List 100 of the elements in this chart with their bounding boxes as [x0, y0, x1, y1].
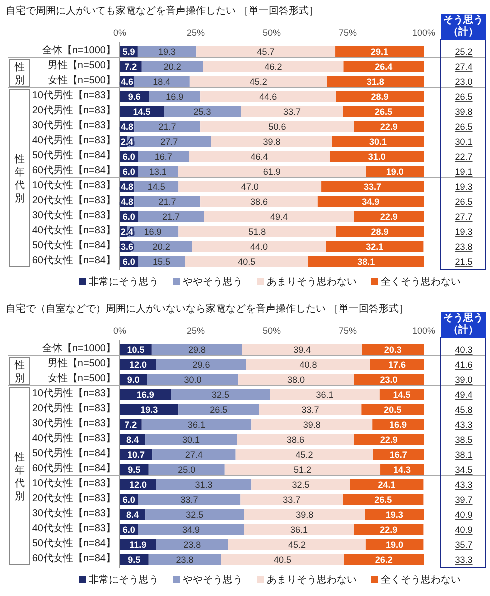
data-label: 20.2 [152, 242, 170, 252]
data-label: 10.7 [128, 450, 146, 460]
y-tick-label: 女性【n=500】 [48, 372, 116, 384]
text: 45.8 [455, 405, 473, 415]
legend-label: ややそう思う [183, 277, 243, 288]
data-label: 61.9 [263, 167, 281, 177]
bar [156, 539, 229, 550]
text: 38.5 [455, 435, 473, 445]
data-label: 27.7 [160, 137, 178, 147]
legend-label: あまりそう思わない [267, 575, 357, 586]
y-tick-label: 60代女性【n=84】 [32, 254, 116, 266]
bar [149, 91, 201, 102]
bar [178, 166, 366, 177]
bar [366, 166, 424, 177]
data-label: 22.9 [380, 212, 398, 222]
y-tick-label: 50代女性【n=84】 [32, 538, 116, 550]
data-label: 44.6 [260, 92, 278, 102]
legend-label: あまりそう思わない [267, 277, 357, 288]
y-tick-label: 10代男性【n=83】 [32, 90, 116, 102]
data-label: 39.8 [263, 137, 281, 147]
text: 19.3 [455, 182, 473, 192]
data-label: 32.5 [292, 480, 310, 490]
chart-title: 自宅で（自室などで）周囲に人がいないなら家電などを音声操作したい ［単一回答形式］ [6, 303, 409, 315]
data-label: 51.2 [294, 465, 312, 475]
bar [164, 106, 241, 117]
bar [138, 494, 241, 505]
x-tick-label: 75% [338, 28, 358, 38]
bar [138, 166, 178, 177]
y-tick-label: 男性【n=500】 [48, 358, 116, 370]
data-label: 19.0 [386, 167, 404, 177]
x-tick-label: 0% [113, 28, 127, 38]
text: 性別 [14, 62, 25, 86]
data-label: 14.5 [148, 182, 166, 192]
data-label: 8.4 [126, 510, 140, 520]
data-label: 19.3 [140, 405, 158, 415]
bar [242, 344, 362, 355]
data-label: 45.2 [250, 77, 268, 87]
bar [237, 434, 354, 445]
text: 22.7 [455, 152, 473, 162]
data-label: 27.4 [185, 450, 203, 460]
data-label: 30.0 [184, 375, 202, 385]
data-label: 31.0 [368, 152, 386, 162]
data-label: 9.6 [128, 92, 141, 102]
data-label: 28.9 [371, 227, 389, 237]
y-tick-label: 60代男性【n=84】 [32, 164, 116, 176]
bar [373, 449, 424, 460]
data-label: 22.9 [380, 122, 398, 132]
text: 39.7 [455, 495, 473, 505]
data-label: 21.7 [158, 122, 176, 132]
bar [354, 434, 424, 445]
bar [134, 121, 201, 132]
data-label: 9.0 [127, 375, 140, 385]
text: 27.7 [455, 212, 473, 222]
bar [192, 241, 326, 252]
bar [189, 151, 330, 162]
data-label: 46.4 [250, 152, 268, 162]
bar [200, 91, 336, 102]
data-label: 4.8 [121, 122, 134, 132]
bar [244, 524, 354, 535]
text: 40.9 [455, 525, 473, 535]
bar [354, 524, 424, 535]
data-label: 24.1 [378, 480, 396, 490]
bar [138, 256, 186, 267]
x-tick-label: 75% [338, 326, 358, 336]
data-label: 38.6 [250, 197, 268, 207]
data-label: 4.8 [121, 182, 134, 192]
data-label: 16.7 [154, 152, 172, 162]
bar [156, 359, 246, 370]
bar [134, 196, 201, 207]
bar [138, 46, 197, 57]
bar [336, 226, 424, 237]
data-label: 20.5 [384, 405, 402, 415]
data-label: 23.0 [380, 375, 398, 385]
data-label: 47.0 [241, 182, 259, 192]
text: そう思う（計） [441, 312, 486, 338]
bar [134, 181, 179, 192]
data-label: 26.5 [374, 107, 392, 117]
text: 43.3 [455, 480, 473, 490]
data-label: 38.6 [286, 435, 304, 445]
x-tick-label: 25% [186, 28, 206, 38]
bar [138, 211, 204, 222]
data-label: 9.5 [128, 555, 141, 565]
data-label: 31.3 [195, 480, 213, 490]
text: 41.6 [455, 360, 473, 370]
bar [138, 524, 244, 535]
bar [236, 449, 374, 460]
text: 39.8 [455, 107, 473, 117]
data-label: 25.3 [194, 107, 212, 117]
data-label: 15.5 [153, 257, 171, 267]
text: 19.1 [455, 167, 473, 177]
data-label: 32.1 [366, 242, 384, 252]
data-label: 14.5 [393, 390, 411, 400]
bar [178, 404, 260, 415]
data-label: 39.4 [294, 345, 312, 355]
y-tick-label: 20代男性【n=83】 [32, 402, 116, 414]
bar [343, 106, 424, 117]
data-label: 4.8 [121, 197, 134, 207]
data-label: 20.3 [384, 345, 402, 355]
data-label: 28.9 [371, 92, 389, 102]
data-label: 40.5 [238, 257, 256, 267]
